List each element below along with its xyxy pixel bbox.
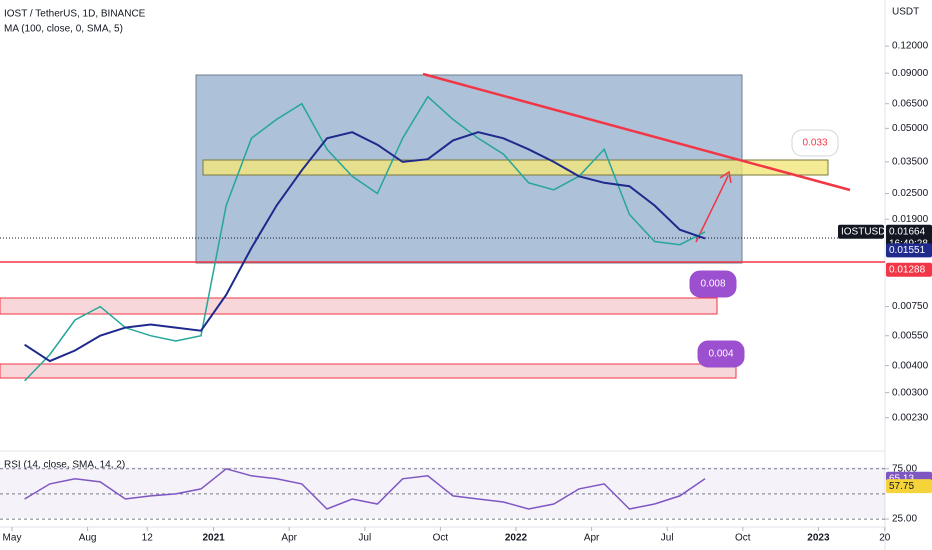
x-tick-label: Apr	[281, 533, 297, 544]
rsi-value-label-box	[886, 479, 932, 494]
rsi-label: RSI (14, close, SMA, 14, 2)	[4, 460, 125, 471]
y-tick-label: 0.01900	[892, 214, 929, 225]
annotation-bubble	[697, 340, 745, 368]
y-tick-label: 0.00550	[892, 330, 929, 341]
unit-label: USDT	[892, 7, 919, 18]
rsi-band	[0, 467, 885, 518]
chart-title: IOST / TetherUS, 1D, BINANCE	[4, 9, 146, 20]
series-line	[24, 131, 706, 363]
rsi-value-label: 65.13	[889, 473, 914, 484]
annotation: 0.008	[700, 279, 725, 290]
support-zone	[0, 363, 737, 379]
x-tick-label: Aug	[79, 533, 97, 544]
indicator-label: MA (100, close, 0, SMA, 5)	[4, 24, 123, 35]
price-label-box	[886, 224, 932, 239]
x-tick-label: 2022	[505, 533, 528, 544]
y-tick-label: 0.00400	[892, 360, 929, 371]
price-label-box	[886, 262, 932, 277]
y-tick-label: 0.03500	[892, 157, 929, 168]
x-tick-label: 2021	[202, 533, 225, 544]
symbol-label: IOSTUSDT	[841, 226, 892, 237]
series-line	[24, 467, 706, 510]
annotation-bubble	[689, 270, 737, 298]
arrow-head	[719, 170, 732, 184]
x-tick-label: 12	[142, 533, 154, 544]
y-tick-label: 0.02500	[892, 188, 929, 199]
y-tick-label: 0.00230	[892, 412, 929, 423]
series-line	[24, 95, 706, 382]
x-tick-label: Jul	[358, 533, 371, 544]
price-label: 0.01664	[889, 226, 926, 237]
annotation: 0.033	[802, 138, 827, 149]
y-tick-label: 75.00	[892, 463, 917, 474]
y-tick-label: 0.06500	[892, 98, 929, 109]
y-tick-label: 0.00750	[892, 301, 929, 312]
x-tick-label: Jul	[661, 533, 674, 544]
x-tick-label: 2023	[807, 533, 830, 544]
y-tick-label: 0.12000	[892, 41, 929, 52]
x-tick-label: 20	[879, 533, 891, 544]
symbol-label-box	[838, 224, 884, 239]
arrow	[695, 175, 729, 243]
annotation: 0.004	[708, 349, 733, 360]
x-tick-label: Oct	[433, 533, 449, 544]
y-tick-label: 0.09000	[892, 68, 929, 79]
rsi-value-label: 57.75	[889, 481, 914, 492]
x-tick-label: May	[3, 533, 22, 544]
trend-line	[422, 72, 851, 192]
price-label-box	[886, 243, 932, 258]
x-tick-label: Apr	[584, 533, 600, 544]
y-tick-label: 25.00	[892, 514, 917, 525]
price-label: 0.01551	[889, 245, 926, 256]
price-label: 0.01288	[889, 264, 926, 275]
support-zone	[0, 297, 718, 315]
x-tick-label: Oct	[735, 533, 751, 544]
y-tick-label: 0.05000	[892, 123, 929, 134]
y-tick-label: 0.00300	[892, 387, 929, 398]
annotation-bubble	[791, 129, 839, 157]
